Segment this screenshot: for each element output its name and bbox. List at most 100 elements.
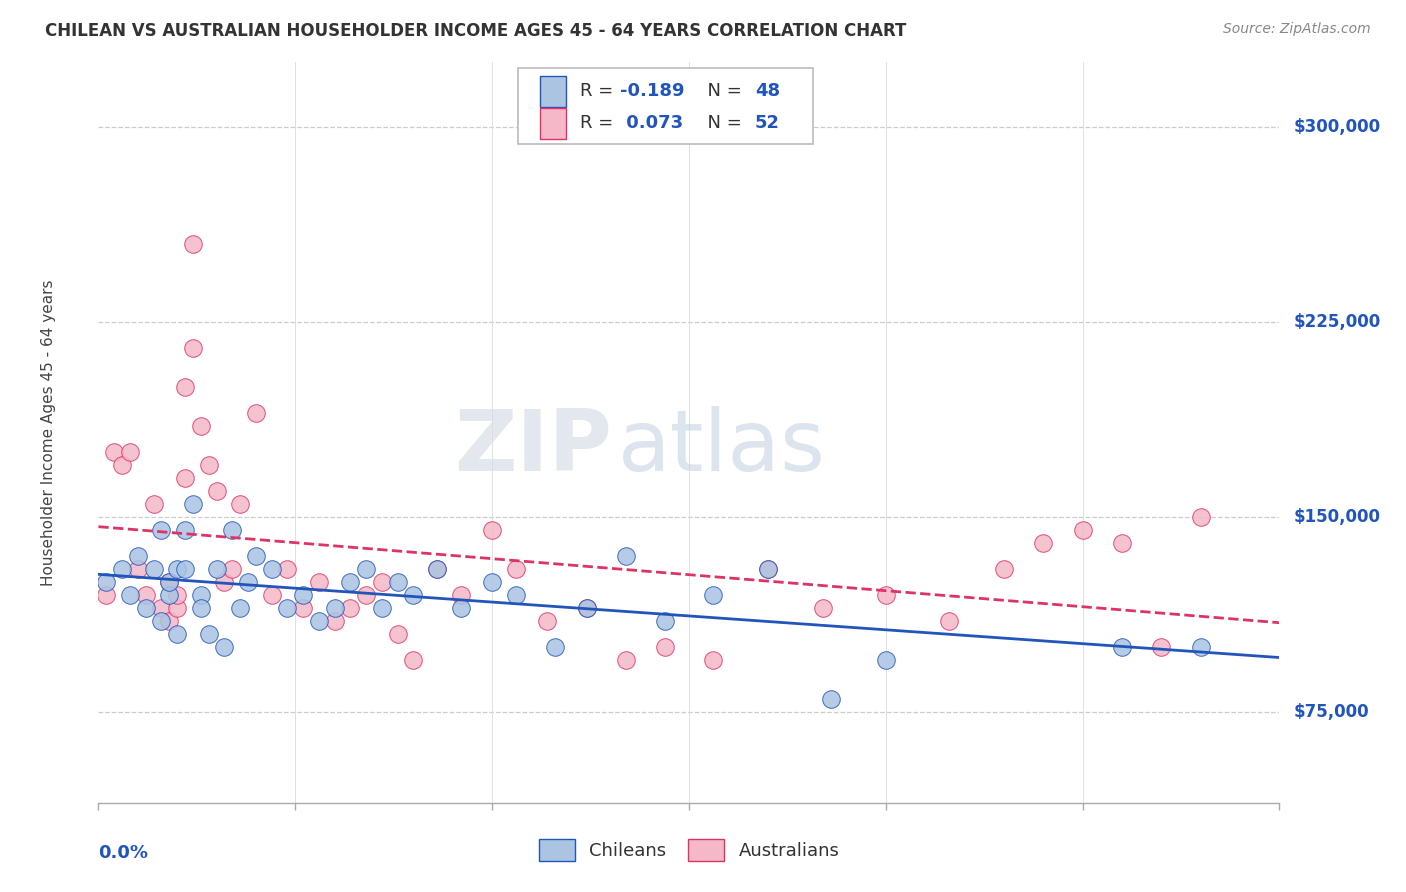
Point [450, 588, 472, 602]
Text: -0.189: -0.189 [620, 82, 685, 100]
Point [166, 588, 188, 602]
Point [339, 574, 361, 589]
Text: $75,000: $75,000 [1294, 703, 1369, 721]
Text: atlas: atlas [619, 406, 827, 489]
Point [197, 627, 219, 641]
Point [181, 341, 204, 355]
Point [308, 574, 330, 589]
Text: Source: ZipAtlas.com: Source: ZipAtlas.com [1223, 22, 1371, 37]
Text: 0.073: 0.073 [620, 114, 683, 132]
FancyBboxPatch shape [540, 108, 567, 138]
Point [118, 588, 141, 602]
Point [575, 601, 598, 615]
Point [190, 588, 212, 602]
Point [505, 588, 527, 602]
Point [875, 653, 897, 667]
Point [229, 497, 252, 511]
Point [544, 640, 567, 654]
Point [181, 237, 204, 252]
Point [387, 574, 409, 589]
Point [339, 601, 361, 615]
Point [756, 562, 779, 576]
Point [614, 653, 637, 667]
Point [1111, 536, 1133, 550]
Point [157, 574, 180, 589]
Point [938, 614, 960, 628]
Point [245, 549, 267, 563]
Point [354, 562, 377, 576]
Point [875, 588, 897, 602]
Point [111, 562, 134, 576]
Point [292, 601, 315, 615]
Point [190, 601, 212, 615]
Text: $300,000: $300,000 [1294, 119, 1381, 136]
Point [142, 497, 165, 511]
Point [127, 562, 149, 576]
Text: R =: R = [581, 82, 619, 100]
Text: $225,000: $225,000 [1294, 313, 1381, 331]
Point [181, 497, 204, 511]
Text: N =: N = [696, 82, 748, 100]
Point [1032, 536, 1054, 550]
Point [205, 562, 228, 576]
Text: 48: 48 [755, 82, 780, 100]
Text: N =: N = [696, 114, 748, 132]
Point [174, 471, 197, 485]
Point [150, 601, 173, 615]
Point [654, 614, 676, 628]
Point [481, 574, 503, 589]
Point [276, 601, 298, 615]
Point [197, 458, 219, 472]
Point [166, 627, 188, 641]
Point [174, 523, 197, 537]
Point [135, 601, 157, 615]
Point [308, 614, 330, 628]
Point [174, 562, 197, 576]
Text: CHILEAN VS AUSTRALIAN HOUSEHOLDER INCOME AGES 45 - 64 YEARS CORRELATION CHART: CHILEAN VS AUSTRALIAN HOUSEHOLDER INCOME… [45, 22, 907, 40]
Point [371, 601, 394, 615]
Text: 52: 52 [755, 114, 780, 132]
Point [371, 574, 394, 589]
Point [1189, 640, 1212, 654]
Point [702, 653, 724, 667]
Point [1111, 640, 1133, 654]
Point [260, 562, 283, 576]
Point [103, 445, 125, 459]
Text: R =: R = [581, 114, 619, 132]
Point [150, 614, 173, 628]
FancyBboxPatch shape [540, 76, 567, 107]
Point [702, 588, 724, 602]
Point [260, 588, 283, 602]
Point [426, 562, 449, 576]
Point [96, 588, 118, 602]
FancyBboxPatch shape [517, 69, 813, 144]
Point [426, 562, 449, 576]
Point [450, 601, 472, 615]
Point [1150, 640, 1173, 654]
Point [654, 640, 676, 654]
Point [236, 574, 259, 589]
Point [1071, 523, 1094, 537]
Point [96, 574, 118, 589]
Point [387, 627, 409, 641]
Point [402, 588, 425, 602]
Point [142, 562, 165, 576]
Point [575, 601, 598, 615]
Point [354, 588, 377, 602]
Point [174, 380, 197, 394]
Point [811, 601, 834, 615]
Point [214, 640, 236, 654]
Text: 0.0%: 0.0% [98, 844, 149, 862]
Point [402, 653, 425, 667]
Point [111, 458, 134, 472]
Point [820, 692, 842, 706]
Point [505, 562, 527, 576]
Point [205, 484, 228, 499]
Point [214, 574, 236, 589]
Point [323, 614, 346, 628]
Point [157, 588, 180, 602]
Point [614, 549, 637, 563]
Point [135, 588, 157, 602]
Point [245, 406, 267, 420]
Point [756, 562, 779, 576]
